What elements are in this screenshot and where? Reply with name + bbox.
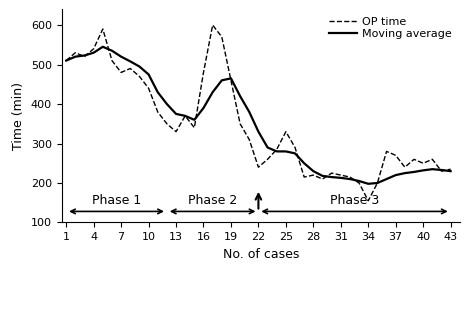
Text: Phase 3: Phase 3 [330,194,379,207]
Y-axis label: Time (min): Time (min) [12,82,25,150]
Text: Phase 2: Phase 2 [188,194,237,207]
Legend: OP time, Moving average: OP time, Moving average [327,15,454,41]
X-axis label: No. of cases: No. of cases [222,248,299,261]
Text: Phase 1: Phase 1 [92,194,141,207]
